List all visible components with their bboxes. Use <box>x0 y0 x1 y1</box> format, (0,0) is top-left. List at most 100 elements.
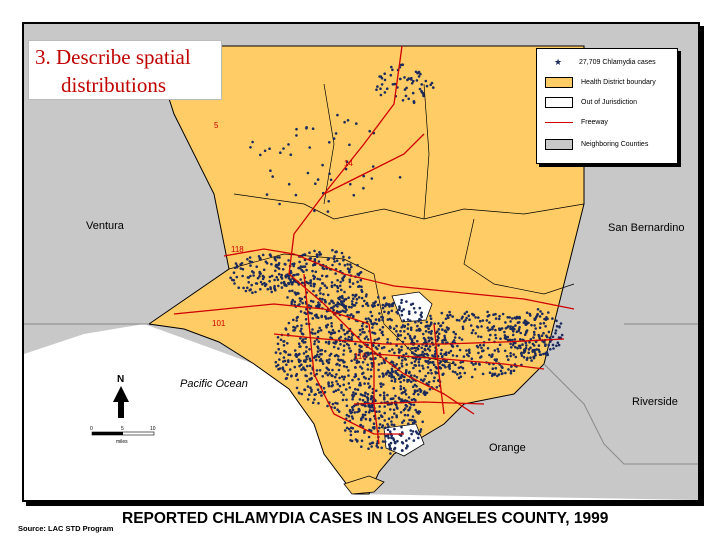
case-point <box>408 334 412 338</box>
case-point <box>557 336 561 339</box>
case-point <box>356 410 359 414</box>
case-point <box>247 276 250 279</box>
case-point <box>384 426 387 430</box>
case-point <box>383 361 387 365</box>
case-point <box>390 304 394 308</box>
case-point <box>475 344 479 348</box>
case-point <box>335 250 338 253</box>
case-point <box>381 424 385 427</box>
case-point <box>399 385 403 388</box>
case-point <box>439 324 442 328</box>
slide-label: 3. Describe spatial distributions <box>28 40 222 100</box>
case-point <box>393 412 396 415</box>
legend-label: Neighboring Counties <box>581 141 649 148</box>
case-point <box>336 290 339 293</box>
case-point <box>417 393 420 396</box>
case-point <box>525 320 528 324</box>
case-point <box>338 295 342 299</box>
case-point <box>277 284 280 288</box>
case-point <box>399 380 402 384</box>
case-point <box>514 355 518 359</box>
case-point <box>309 299 313 303</box>
case-point <box>472 363 475 366</box>
region-label-riverside: Riverside <box>632 396 678 408</box>
case-point <box>337 355 340 358</box>
case-point <box>551 317 554 320</box>
case-point <box>280 286 284 289</box>
slide-label-line-2: distributions <box>61 73 167 97</box>
case-point <box>425 320 429 324</box>
case-point <box>410 82 414 85</box>
case-point <box>540 334 544 338</box>
case-point <box>325 360 329 363</box>
case-point <box>307 304 311 307</box>
case-point <box>300 281 304 285</box>
case-point <box>389 452 392 455</box>
case-point <box>398 176 402 179</box>
case-point <box>363 299 366 303</box>
case-point <box>549 348 552 351</box>
case-point <box>352 315 355 319</box>
case-point <box>397 377 401 381</box>
case-point <box>356 263 359 267</box>
case-point <box>400 364 404 368</box>
case-point <box>278 256 281 259</box>
case-point <box>468 318 471 322</box>
case-point <box>506 338 510 342</box>
case-point <box>455 354 459 358</box>
case-point <box>546 353 549 357</box>
case-point <box>252 271 255 274</box>
case-point <box>344 337 347 341</box>
case-point <box>327 384 331 388</box>
neighbor-county-boundaries <box>24 323 698 465</box>
case-point <box>303 253 307 256</box>
case-point <box>254 290 257 294</box>
case-point <box>318 359 322 362</box>
case-point <box>537 344 541 347</box>
case-point <box>304 350 308 353</box>
case-point <box>412 79 415 83</box>
freeway-label-110: 110 <box>354 352 367 361</box>
case-point <box>390 309 394 313</box>
case-point <box>495 358 499 361</box>
case-point <box>395 363 399 366</box>
case-point <box>509 352 512 355</box>
case-point <box>379 393 382 397</box>
case-point <box>435 386 439 389</box>
case-point <box>298 352 301 356</box>
case-point <box>262 268 266 272</box>
case-point <box>430 81 434 85</box>
case-point <box>418 354 422 357</box>
case-point <box>360 445 363 449</box>
case-point <box>538 326 542 330</box>
case-point <box>413 346 417 350</box>
case-point <box>348 346 351 350</box>
legend-label: Health District boundary <box>581 79 656 86</box>
case-point <box>554 329 558 332</box>
case-point <box>413 353 416 356</box>
case-point <box>414 408 418 412</box>
case-point <box>357 377 360 381</box>
case-point <box>343 421 347 424</box>
case-point <box>414 311 417 314</box>
case-point <box>369 310 373 314</box>
case-point <box>559 322 563 325</box>
case-point <box>388 430 392 434</box>
case-point <box>274 351 278 354</box>
case-point <box>474 362 478 365</box>
case-point <box>356 430 360 433</box>
case-point <box>375 322 379 326</box>
case-point <box>427 327 430 330</box>
case-point <box>344 297 348 301</box>
case-point <box>308 146 312 149</box>
case-point <box>430 329 433 333</box>
case-point <box>386 403 390 406</box>
case-point <box>533 333 536 336</box>
case-point <box>336 408 339 412</box>
case-point <box>556 341 560 345</box>
case-point <box>433 355 437 358</box>
case-point <box>520 351 523 355</box>
case-point <box>401 399 404 403</box>
case-point <box>249 146 252 149</box>
case-point <box>397 356 401 359</box>
